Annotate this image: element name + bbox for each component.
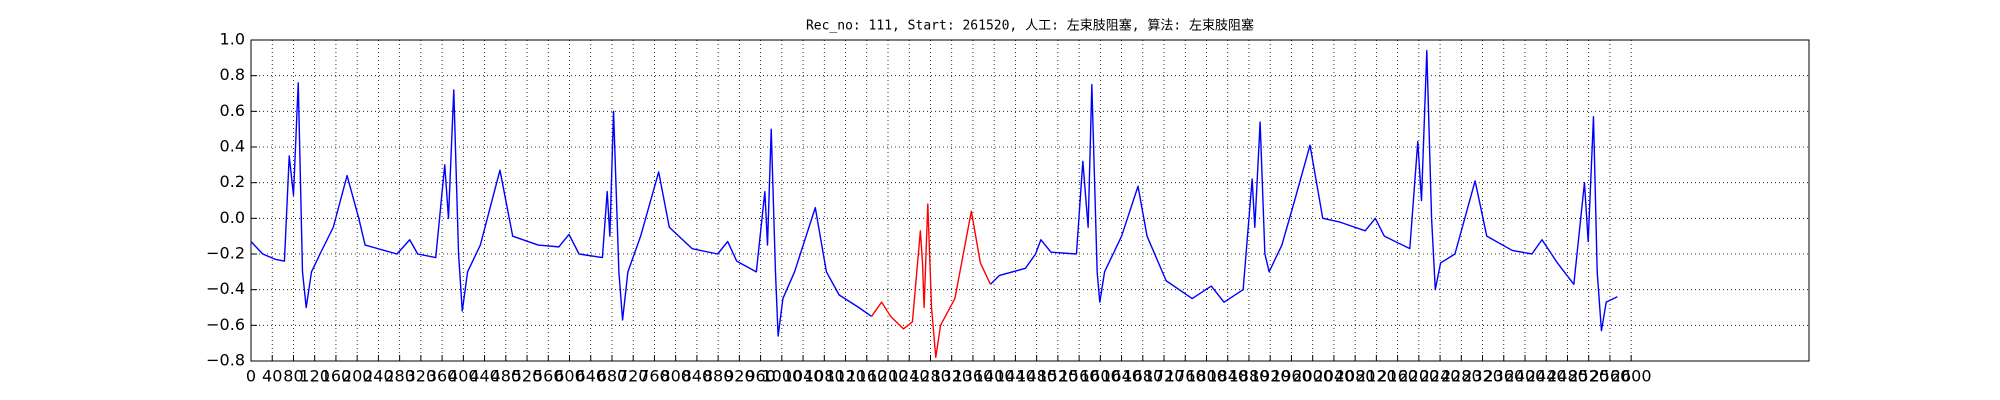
y-tick-label: 0.4 <box>220 137 245 156</box>
y-tick-label: 0.2 <box>220 172 245 191</box>
x-tick-label: 880 <box>703 367 734 386</box>
x-tick-label: 920 <box>724 367 755 386</box>
x-tick-label: 680 <box>597 367 628 386</box>
x-tick-label: 1120 <box>825 367 866 386</box>
x-tick-label: 520 <box>512 367 543 386</box>
x-tick-label: 2200 <box>1398 367 1439 386</box>
x-tick-label: 1240 <box>889 367 930 386</box>
x-tick-label: 1160 <box>846 367 887 386</box>
x-tick-label: 560 <box>533 367 564 386</box>
x-tick-label: 1640 <box>1101 367 1142 386</box>
x-tick-label: 200 <box>342 367 373 386</box>
x-tick-label: 1480 <box>1016 367 1057 386</box>
x-tick-label: 1720 <box>1144 367 1185 386</box>
x-tick-label: 240 <box>363 367 394 386</box>
x-tick-label: 2320 <box>1462 367 1503 386</box>
x-tick-label: 2560 <box>1590 367 1631 386</box>
x-tick-label: 1040 <box>783 367 824 386</box>
x-tick-label: 2600 <box>1611 367 1652 386</box>
x-tick-label: 960 <box>745 367 776 386</box>
x-tick-label: 2360 <box>1483 367 1524 386</box>
x-tick-label: 0 <box>246 367 256 386</box>
x-tick-label: 1760 <box>1165 367 1206 386</box>
ecg-line <box>870 203 992 359</box>
x-tick-label: 1920 <box>1250 367 1291 386</box>
x-tick-label: 2040 <box>1314 367 1355 386</box>
x-tick-label: 1440 <box>995 367 1036 386</box>
y-tick-label: 0.6 <box>220 101 245 120</box>
x-tick-label: 600 <box>554 367 585 386</box>
x-tick-label: 1600 <box>1080 367 1121 386</box>
y-tick-label: −0.8 <box>206 351 245 370</box>
x-tick-label: 1320 <box>931 367 972 386</box>
y-tick-label: −0.2 <box>206 244 245 263</box>
x-tick-label: 1560 <box>1059 367 1100 386</box>
y-tick-label: −0.4 <box>206 279 245 298</box>
x-tick-label: 80 <box>283 367 303 386</box>
x-tick-label: 1880 <box>1229 367 1270 386</box>
x-tick-label: 640 <box>575 367 606 386</box>
x-tick-label: 1400 <box>974 367 1015 386</box>
ecg-line <box>250 50 1618 337</box>
x-tick-label: 360 <box>427 367 458 386</box>
x-tick-label: 480 <box>491 367 522 386</box>
x-tick-label: 1800 <box>1186 367 1227 386</box>
x-tick-label: 1280 <box>910 367 951 386</box>
x-tick-label: 400 <box>448 367 479 386</box>
x-tick-label: 2440 <box>1526 367 1567 386</box>
x-tick-label: 40 <box>262 367 282 386</box>
y-tick-label: 1.0 <box>220 30 245 49</box>
x-tick-label: 2240 <box>1420 367 1461 386</box>
chart-title: Rec_no: 111, Start: 261520, 人工: 左束肢阻塞, 算… <box>806 18 1254 34</box>
x-tick-label: 1520 <box>1038 367 1079 386</box>
x-tick-label: 160 <box>321 367 352 386</box>
x-tick-label: 1960 <box>1271 367 1312 386</box>
x-tick-label: 2520 <box>1568 367 1609 386</box>
x-tick-label: 800 <box>660 367 691 386</box>
x-tick-label: 1360 <box>953 367 994 386</box>
x-tick-label: 1840 <box>1207 367 1248 386</box>
x-tick-label: 440 <box>469 367 500 386</box>
x-tick-label: 280 <box>384 367 415 386</box>
x-tick-label: 2000 <box>1292 367 1333 386</box>
x-tick-label: 1200 <box>868 367 909 386</box>
y-tick-label: −0.6 <box>206 315 245 334</box>
x-tick-label: 720 <box>618 367 649 386</box>
y-tick-label: 0.0 <box>220 208 245 227</box>
x-tick-label: 2120 <box>1356 367 1397 386</box>
x-tick-label: 2080 <box>1335 367 1376 386</box>
x-tick-label: 840 <box>682 367 713 386</box>
x-tick-label: 120 <box>299 367 330 386</box>
x-tick-label: 1680 <box>1122 367 1163 386</box>
x-tick-label: 760 <box>639 367 670 386</box>
x-tick-label: 1000 <box>761 367 802 386</box>
x-tick-label: 320 <box>406 367 437 386</box>
y-tick-label: 0.8 <box>220 65 245 84</box>
x-tick-label: 2280 <box>1441 367 1482 386</box>
x-tick-label: 2400 <box>1505 367 1546 386</box>
x-tick-label: 2160 <box>1377 367 1418 386</box>
x-tick-label: 2480 <box>1547 367 1588 386</box>
x-tick-label: 1080 <box>804 367 845 386</box>
